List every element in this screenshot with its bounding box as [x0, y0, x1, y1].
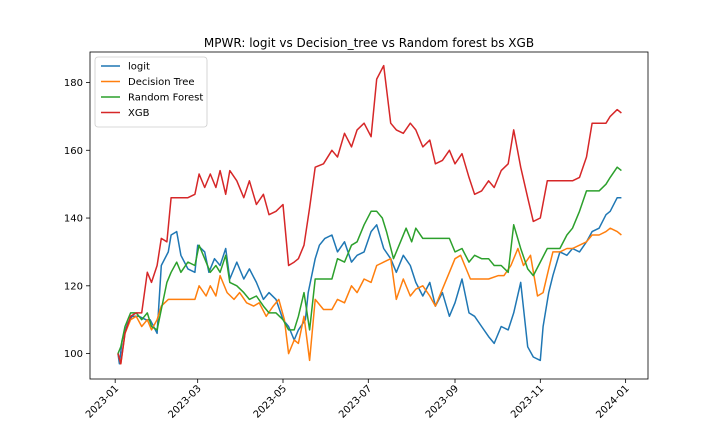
- series-line-decision-tree: [117, 227, 622, 365]
- plot-frame: [89, 51, 649, 380]
- legend-label-decision-tree: Decision Tree: [128, 77, 195, 88]
- x-tick-label: 2023-07: [337, 383, 374, 420]
- y-tick-label: 140: [64, 214, 83, 225]
- legend-label-xgb: XGB: [128, 108, 150, 119]
- legend-label-random-forest: Random Forest: [128, 93, 203, 104]
- y-tick-label: 180: [64, 78, 83, 89]
- x-tick-label: 2024-01: [594, 383, 631, 420]
- x-tick-label: 2023-09: [424, 383, 461, 420]
- x-tick-label: 2023-03: [166, 383, 203, 420]
- legend-box: [94, 56, 208, 128]
- y-tick-label: 160: [64, 146, 83, 157]
- x-tick-label: 2023-11: [509, 383, 546, 420]
- y-tick-label: 120: [64, 281, 83, 292]
- x-tick-label: 2023-05: [252, 383, 289, 420]
- legend: logit Decision Tree Random Forest XGB: [94, 56, 208, 128]
- series-line-xgb: [117, 64, 622, 365]
- plot-layer: [117, 64, 622, 365]
- chart-title: MPWR: logit vs Decision_tree vs Random f…: [204, 36, 534, 50]
- legend-label-logit: logit: [128, 62, 150, 73]
- series-line-logit: [117, 196, 622, 365]
- series-line-random-forest: [117, 166, 622, 354]
- y-tick-label: 100: [64, 349, 83, 360]
- x-tick-label: 2023-01: [84, 383, 121, 420]
